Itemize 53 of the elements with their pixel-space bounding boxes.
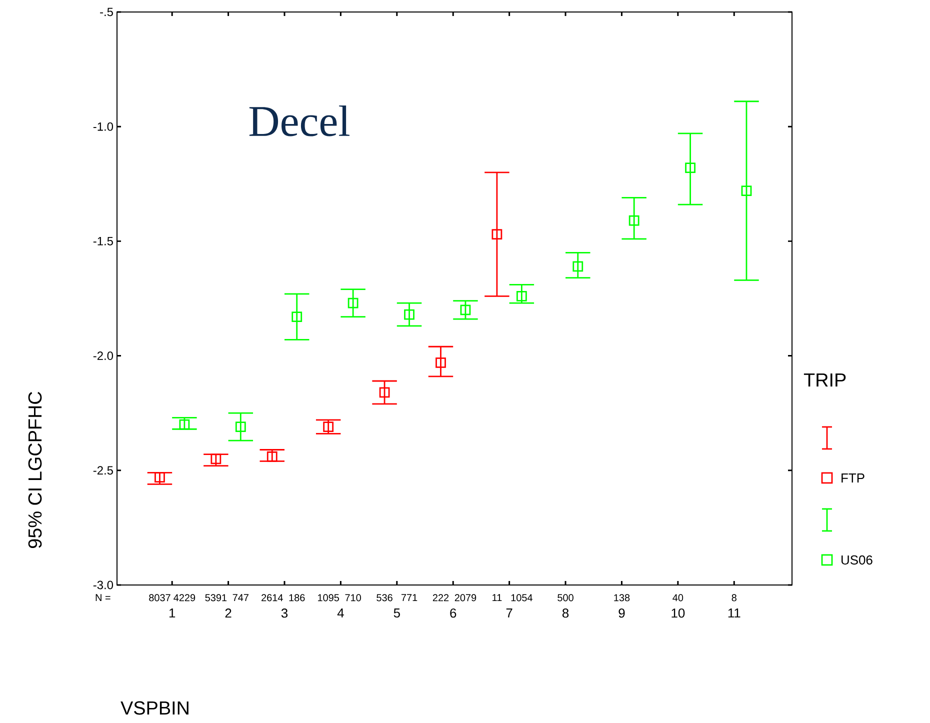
text: 747 — [232, 594, 248, 602]
point — [628, 215, 640, 226]
y-tick-label: -3.0 — [93, 580, 114, 590]
y-tick-label: -1.5 — [93, 237, 113, 246]
y-tick-label: -2.0 — [93, 352, 114, 360]
x-tick-label: 7 — [506, 608, 512, 618]
text: N = — [96, 594, 110, 602]
text: 4229 — [174, 594, 196, 602]
point — [292, 312, 302, 322]
point — [460, 304, 471, 316]
text: 2079 — [454, 594, 476, 602]
y-tick-label: -1.0 — [93, 122, 114, 131]
text: 138 — [614, 594, 630, 602]
x-tick-label: 4 — [337, 608, 344, 618]
point — [741, 186, 752, 196]
x-tick-label: 8 — [562, 608, 569, 618]
x-tick-label: 5 — [394, 608, 400, 618]
x-tick-label: 6 — [450, 608, 456, 618]
text: 536 — [376, 594, 392, 602]
point — [685, 162, 696, 174]
legend-label: US06 — [842, 555, 872, 565]
text: 40 — [672, 594, 684, 602]
legend-title: TRIP — [804, 373, 846, 386]
y-tick-label: -.5 — [100, 8, 113, 16]
x-tick-label: 3 — [281, 608, 288, 618]
point — [348, 298, 358, 308]
text: 2614 — [262, 594, 283, 602]
x-tick-label: 2 — [225, 608, 232, 618]
text: 8 — [732, 594, 736, 602]
point — [516, 290, 527, 302]
text: 1095 — [318, 594, 339, 602]
x-tick-label: 10 — [672, 608, 685, 618]
point — [572, 261, 584, 272]
text: 771 — [401, 594, 418, 602]
text: 1054 — [511, 594, 532, 602]
x-tick-label: 9 — [618, 608, 625, 618]
text: 8037 — [149, 594, 170, 602]
y-axis-title: 95% CI LGCPFHC — [28, 392, 42, 548]
point — [404, 309, 414, 320]
x-tick-label: 11 — [728, 608, 740, 618]
point — [179, 419, 190, 430]
text: 500 — [558, 594, 574, 602]
y-tick-label: -2.5 — [93, 466, 113, 475]
point — [235, 422, 246, 432]
legend-label: FTP — [842, 474, 864, 482]
x-axis-title: VSPBIN — [120, 701, 188, 715]
text: 186 — [289, 594, 305, 602]
text: 222 — [432, 594, 449, 602]
text: 11 — [492, 594, 502, 602]
text: 710 — [345, 594, 361, 602]
text: Decel — [249, 105, 350, 136]
x-tick-label: 1 — [169, 608, 176, 618]
text: 5391 — [205, 594, 227, 602]
